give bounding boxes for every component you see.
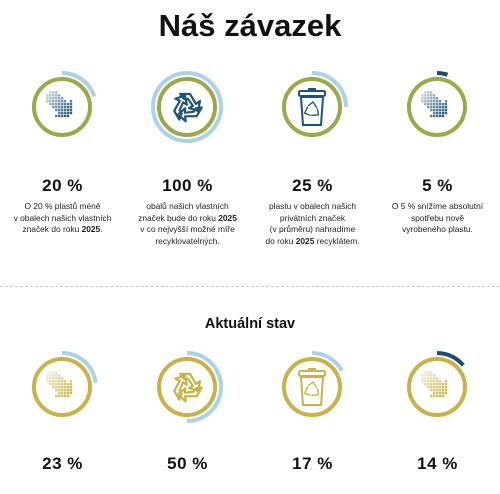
ring-circle <box>282 77 342 137</box>
description-line: recyklovatelných. <box>155 235 220 246</box>
progress-arc <box>151 71 223 143</box>
ring-circle <box>407 77 467 137</box>
progress-arc <box>61 71 97 98</box>
description-line: značek bude do roku 2025 <box>138 212 237 223</box>
description-line: (v průměru) nahradíme <box>269 224 356 234</box>
recycling-bin-icon <box>298 368 326 406</box>
year-highlight: 2025 <box>218 212 237 223</box>
percent-value: 100 % <box>162 176 213 195</box>
ring-circle <box>157 77 217 137</box>
description-line: privátních značek <box>279 212 346 223</box>
ring-circle <box>157 357 217 417</box>
description-line: v obalech našich vlastních <box>13 212 112 223</box>
recycling-bin-icon <box>298 88 326 126</box>
percent-value: 5 % <box>422 176 453 195</box>
description-line: značek do roku 2025. <box>22 224 103 234</box>
description-line: v co nejvyšší možné míře <box>140 224 235 234</box>
arrows-icon <box>46 371 73 398</box>
commitment-description: plastu v obalech našich privátních značek… <box>253 201 372 247</box>
arrows-icon <box>46 91 73 118</box>
ring-circle <box>32 357 92 417</box>
progress-ring <box>32 71 97 137</box>
page-title: Náš závazek <box>158 8 342 43</box>
year-highlight: 2025 <box>81 224 101 234</box>
commitment-description: O 20 % plastů méně v obalech našich vlast… <box>3 201 122 236</box>
percent-value: 50 % <box>167 454 208 473</box>
description-line: spotřebu nově <box>410 212 465 223</box>
progress-ring <box>157 351 223 423</box>
commitment-description: obalů našich vlastních značek bude do rok… <box>128 201 247 247</box>
progress-ring <box>32 351 98 417</box>
commitment-description: O 5 % snížíme absolutní spotřebu nově vyro… <box>378 201 497 236</box>
percent-value: 20 % <box>42 176 83 195</box>
progress-arc <box>436 71 449 77</box>
description-line: O 5 % snížíme absolutní <box>391 201 484 211</box>
progress-ring <box>151 71 223 143</box>
arrows-icon <box>421 371 448 398</box>
description-line: plastu v obalech našich <box>268 201 357 211</box>
description-line: vyrobeného plastu. <box>402 224 473 234</box>
progress-arc <box>436 351 465 367</box>
status-title: Aktuální stav <box>204 316 296 332</box>
progress-arc <box>311 351 344 372</box>
percent-value: 25 % <box>292 176 333 195</box>
description-line: O 20 % plastů méně <box>24 201 101 211</box>
percent-value: 17 % <box>292 454 333 473</box>
recycle-icon <box>173 92 203 123</box>
ring-circle <box>282 357 342 417</box>
progress-arc <box>186 351 223 423</box>
progress-ring <box>282 71 348 137</box>
section-divider <box>0 286 500 287</box>
percent-value: 23 % <box>42 454 83 473</box>
ring-circle <box>407 357 467 417</box>
ring-circle <box>32 77 92 137</box>
progress-ring <box>282 351 344 417</box>
progress-arc <box>311 71 348 108</box>
progress-ring <box>407 351 467 417</box>
progress-ring <box>407 71 467 137</box>
description-line: do roku 2025 recyklátem. <box>265 235 360 246</box>
description-line: obalů našich vlastních <box>146 201 229 211</box>
percent-value: 14 % <box>417 454 458 473</box>
arrows-icon <box>421 91 448 118</box>
recycle-icon <box>173 372 203 403</box>
progress-arc <box>61 351 98 384</box>
year-highlight: 2025 <box>295 235 315 246</box>
